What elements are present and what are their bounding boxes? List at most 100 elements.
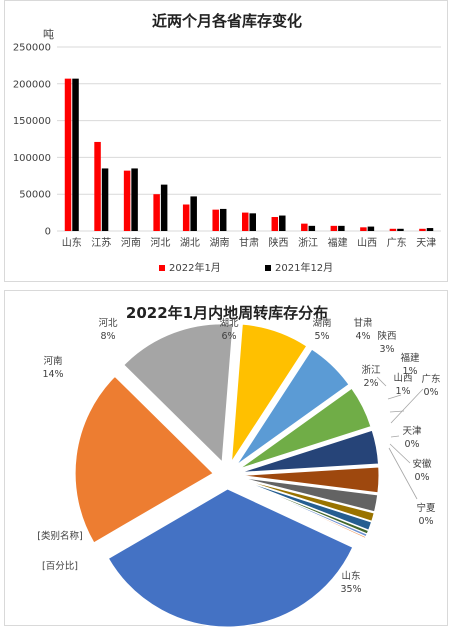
pie-slice [239, 480, 366, 540]
bar-jan2022 [182, 204, 190, 231]
bar-dec2021 [72, 78, 79, 231]
y-tick-label: 100000 [13, 153, 51, 164]
leader-line [389, 443, 411, 464]
x-tick-label: 甘肃 [239, 236, 259, 249]
bar-jan2022 [360, 227, 367, 231]
pie-slice-label: 河南 [43, 355, 62, 367]
x-tick-label: 江苏 [91, 236, 111, 249]
pie-slice-percent: 5% [314, 331, 329, 342]
pie-slice-label: [类别名称] [37, 530, 82, 542]
bar-jan2022 [94, 141, 101, 231]
leader-line [376, 376, 387, 387]
bar-dec2021 [308, 225, 316, 231]
leader-line [390, 388, 424, 424]
pie-slice [239, 387, 372, 470]
pie-slice-percent: 0% [423, 387, 438, 398]
bar-dec2021 [160, 184, 168, 231]
pie-slice-label: 甘肃 [353, 317, 372, 329]
pie-slice-label: 浙江 [361, 364, 381, 376]
pie-slice-percent: 14% [42, 369, 63, 380]
bar-dec2021 [101, 168, 109, 231]
bar-dec2021 [426, 228, 434, 231]
x-tick-label: 湖北 [180, 237, 200, 249]
bar-dec2021 [131, 168, 138, 231]
pie-slice-percent: 3% [379, 344, 394, 355]
y-tick-label: 250000 [13, 43, 51, 54]
legend-label: 2022年1月 [169, 261, 221, 274]
pie-slice-label: 湖北 [219, 318, 239, 329]
pie-slice-label: 福建 [400, 352, 420, 364]
x-tick-label: 浙江 [298, 237, 318, 249]
y-tick-label: 150000 [13, 116, 51, 127]
bar-chart-panel: 近两个月各省库存变化吨 0 50000 100000 150000 200000 25000… [4, 0, 448, 282]
pie-slice-percent: 0% [404, 439, 419, 450]
pie-slice [74, 375, 214, 544]
pie-slice-label: 陕西 [377, 330, 396, 342]
x-tick-label: 天津 [416, 237, 436, 249]
y-tick-label: 0 [45, 227, 51, 238]
pie-slice [240, 466, 380, 494]
pie-slice-label: 山西 [393, 373, 412, 384]
pie-slice-label: 山东 [341, 570, 360, 582]
bar-jan2022 [271, 217, 279, 231]
pie-slice [107, 488, 354, 628]
legend-label: 2021年12月 [275, 261, 333, 274]
bar-dec2021 [397, 228, 404, 231]
pie-slice-label: 广东 [421, 373, 440, 385]
bar-jan2022 [153, 194, 160, 231]
leader-line [387, 394, 402, 400]
pie-slice [240, 479, 373, 531]
bar-jan2022 [330, 225, 338, 231]
bar-dec2021 [249, 213, 256, 231]
leader-line [390, 435, 400, 438]
bar-jan2022 [64, 78, 72, 231]
x-tick-label: 河南 [121, 236, 141, 249]
pie-slice-percent: 6% [221, 331, 236, 342]
pie-slice-label: 河北 [98, 317, 118, 329]
pie-slice-label: 安徽 [412, 458, 432, 470]
pie-chart-panel: 2022年1月内地周转库存分布山东 35% [类别名称] [百分比] 河南 14% 河北 8%… [4, 290, 448, 628]
x-tick-label: 山西 [357, 237, 377, 249]
x-tick-label: 福建 [328, 236, 348, 249]
bar-dec2021 [338, 225, 345, 231]
pie-slice [240, 429, 380, 473]
bar-jan2022 [389, 228, 397, 231]
pie-slice [240, 477, 379, 513]
pie-slice-percent: 0% [414, 472, 429, 483]
chart-title: 2022年1月内地周转库存分布 [126, 304, 328, 322]
y-tick-label: 200000 [13, 79, 51, 90]
pie-slice-percent: [百分比] [42, 560, 78, 572]
pie-slice-percent: 8% [100, 331, 115, 342]
x-tick-label: 陕西 [269, 236, 289, 249]
x-tick-label: 河北 [150, 237, 170, 249]
x-tick-label: 广东 [387, 236, 407, 249]
pie-slice [123, 323, 234, 463]
pie-slice-percent: 1% [402, 366, 417, 377]
bar-dec2021 [190, 196, 197, 231]
pie-slice-percent: 35% [340, 584, 361, 595]
pie-slice-label: 宁夏 [416, 502, 436, 514]
pie-slice-label: 天津 [402, 426, 422, 437]
pie-slice-label: 湖南 [312, 317, 331, 329]
bar-dec2021 [279, 215, 286, 231]
chart-title: 近两个月各省库存变化 [152, 12, 302, 30]
bar-jan2022 [212, 209, 219, 231]
pie-slice [231, 323, 308, 463]
pie-slice [240, 478, 375, 522]
pie-slice-percent: 1% [395, 386, 410, 397]
x-tick-label: 山东 [62, 236, 82, 249]
pie-slice [236, 348, 350, 466]
bar-jan2022 [123, 170, 131, 231]
pie-slice-percent: 0% [418, 516, 433, 527]
x-tick-label: 湖南 [209, 236, 229, 249]
pie-slice-percent: 4% [355, 331, 370, 342]
bar-jan2022 [301, 223, 308, 231]
y-axis-unit-label: 吨 [43, 28, 54, 41]
pie-slice-percent: 2% [363, 378, 378, 389]
leader-line [388, 447, 418, 500]
legend-swatch [159, 265, 165, 271]
y-tick-label: 50000 [19, 190, 51, 201]
bar-jan2022 [242, 212, 249, 231]
